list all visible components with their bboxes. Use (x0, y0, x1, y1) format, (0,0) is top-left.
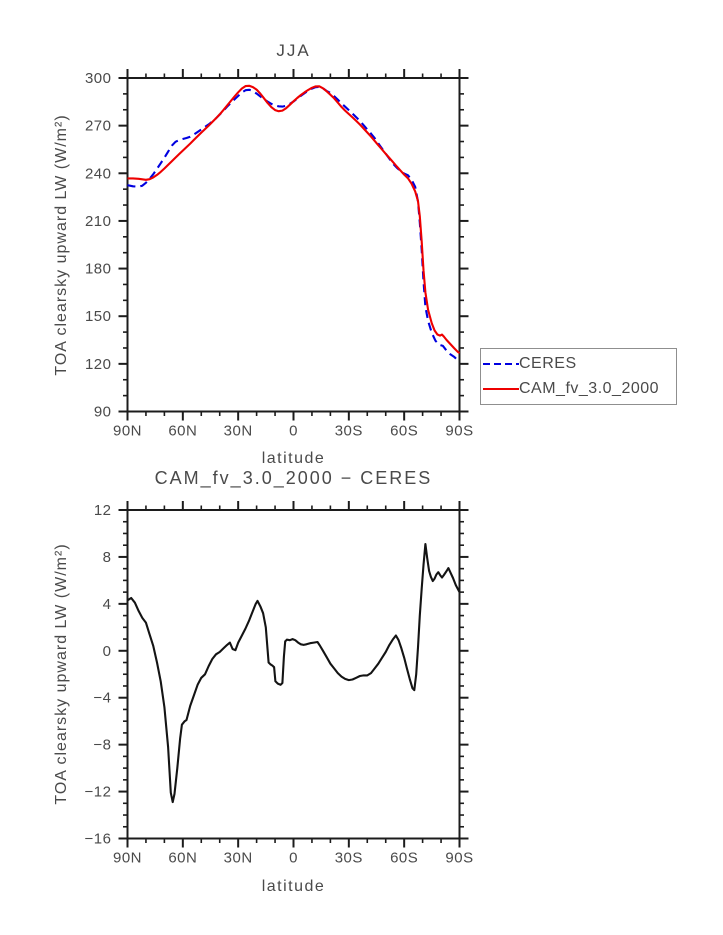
svg-text:12: 12 (94, 502, 112, 519)
svg-text:0: 0 (289, 423, 298, 440)
top-chart-title: JJA (276, 41, 311, 60)
svg-text:60S: 60S (390, 850, 418, 867)
svg-text:90: 90 (94, 404, 112, 421)
svg-text:30S: 30S (335, 850, 363, 867)
svg-text:4: 4 (103, 596, 112, 613)
svg-text:30N: 30N (224, 850, 253, 867)
cam-solid-line-sample-icon (483, 387, 519, 391)
legend-row-cam: CAM_fv_3.0_2000 (481, 377, 676, 402)
svg-text:90N: 90N (113, 423, 142, 440)
bottom-chart-y-axis-label: TOA clearsky upward LW (W/m²) (53, 543, 70, 805)
svg-text:90S: 90S (445, 423, 473, 440)
svg-text:90N: 90N (113, 850, 142, 867)
svg-text:120: 120 (85, 356, 112, 373)
bottom-chart-x-axis-label: latitude (261, 878, 326, 895)
svg-text:−16: −16 (85, 831, 112, 848)
ceres-dashed-line-sample-icon (483, 362, 519, 366)
svg-text:60N: 60N (168, 423, 197, 440)
legend-row-ceres: CERES (481, 352, 676, 377)
svg-text:300: 300 (85, 70, 112, 87)
svg-text:0: 0 (289, 850, 298, 867)
svg-text:150: 150 (85, 308, 112, 325)
top-chart-y-axis-label: TOA clearsky upward LW (W/m²) (53, 114, 70, 376)
svg-text:−4: −4 (93, 690, 111, 707)
svg-text:210: 210 (85, 213, 112, 230)
svg-text:0: 0 (103, 643, 112, 660)
svg-text:−8: −8 (93, 737, 111, 754)
svg-text:90S: 90S (445, 850, 473, 867)
legend-label-cam: CAM_fv_3.0_2000 (519, 380, 660, 397)
svg-text:30N: 30N (224, 423, 253, 440)
legend-box: CERES CAM_fv_3.0_2000 (480, 348, 677, 405)
svg-text:270: 270 (85, 118, 112, 135)
svg-text:−12: −12 (85, 784, 112, 801)
svg-text:30S: 30S (335, 423, 363, 440)
svg-text:8: 8 (103, 549, 112, 566)
svg-text:60N: 60N (168, 850, 197, 867)
svg-text:180: 180 (85, 261, 112, 278)
top-chart-plot: 90N 60N 30N 0 30S 60S 90S 300 270 240 210 180 150 120… (85, 69, 473, 440)
svg-text:240: 240 (85, 165, 112, 182)
svg-text:60S: 60S (390, 423, 418, 440)
top-chart-x-axis-label: latitude (261, 450, 326, 467)
legend-label-ceres: CERES (519, 355, 577, 372)
bottom-chart-title: CAM_fv_3.0_2000 − CERES (154, 468, 433, 488)
bottom-chart-plot: 90N 60N 30N 0 30S 60S 90S 12 8 4 0 −4 −8 −12 −16 (85, 501, 473, 867)
